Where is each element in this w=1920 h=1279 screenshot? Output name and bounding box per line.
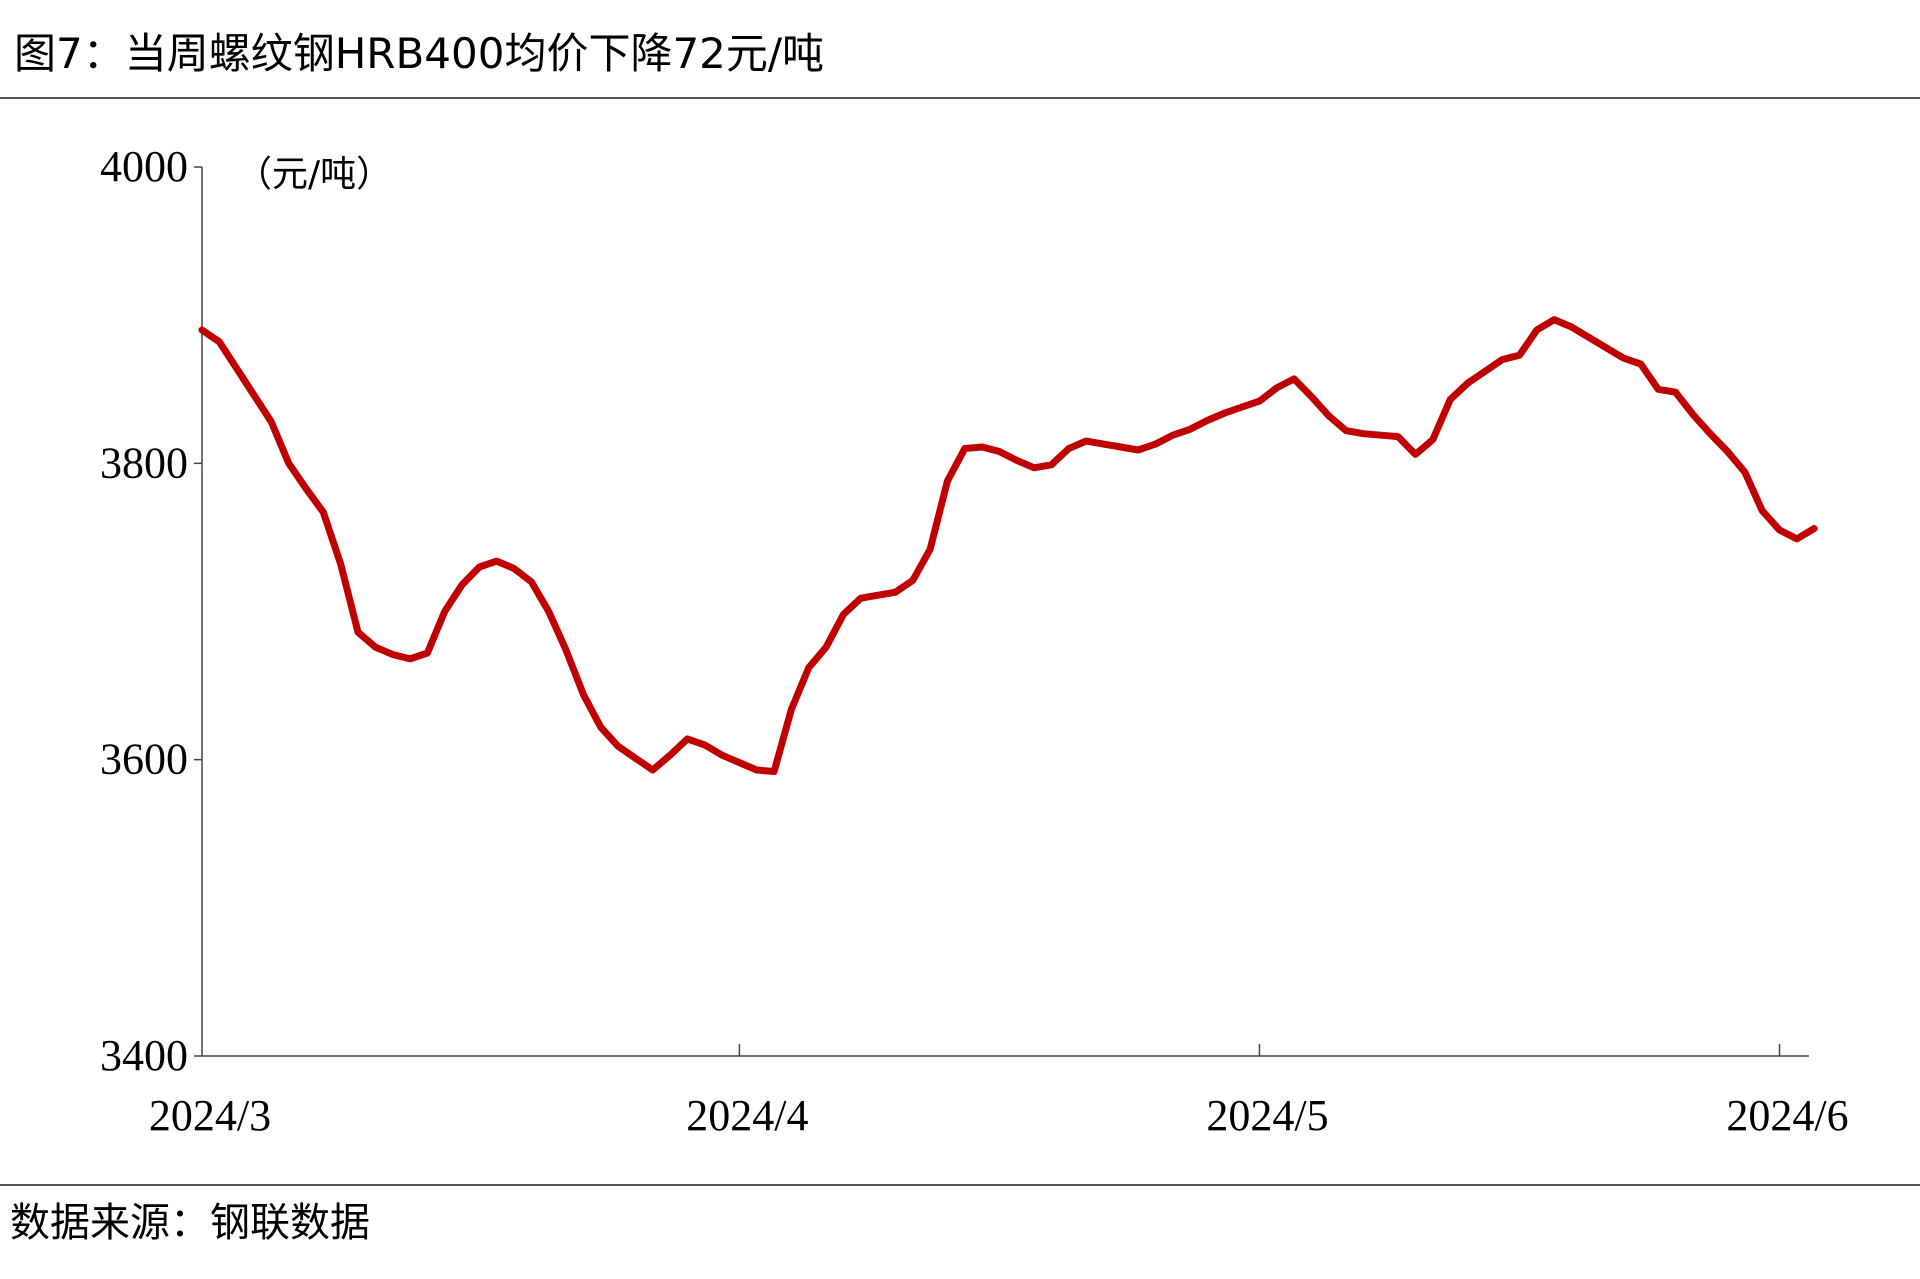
y-tick-label: 4000	[100, 142, 188, 191]
x-tick-label: 2024/5	[1206, 1091, 1328, 1140]
x-tick-label: 2024/6	[1726, 1091, 1848, 1140]
x-tick-label: 2024/4	[686, 1091, 808, 1140]
chart-title: 图7：当周螺纹钢HRB400均价下降72元/吨	[14, 29, 824, 78]
x-tick-label: 2024/3	[149, 1091, 271, 1140]
y-tick-label: 3600	[100, 735, 188, 784]
source: 数据来源：钢联数据	[10, 1200, 370, 1246]
y-tick-label: 3800	[100, 438, 188, 487]
y-axis-label: （元/吨）	[236, 154, 392, 195]
y-tick-label: 3400	[100, 1031, 188, 1080]
line	[198, 316, 1818, 775]
